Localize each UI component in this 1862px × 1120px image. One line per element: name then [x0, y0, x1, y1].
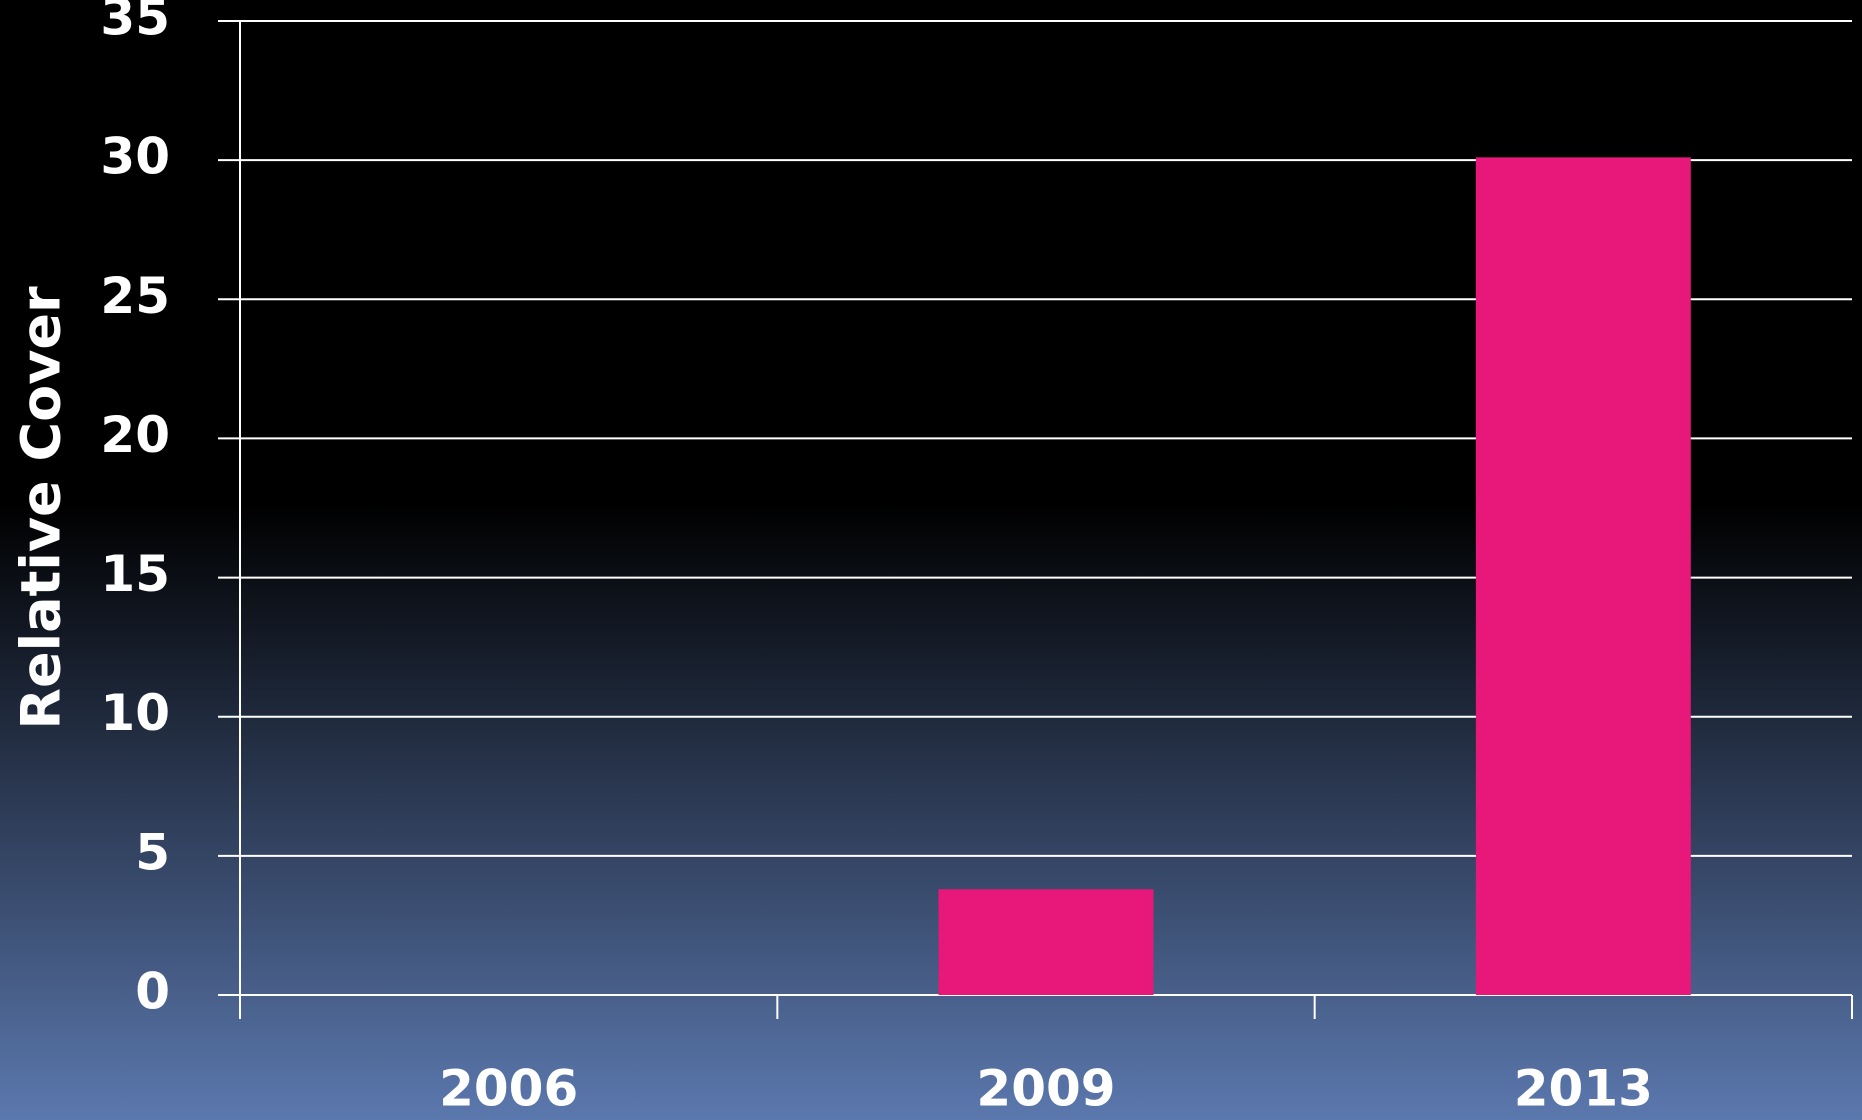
- y-tick-label: 35: [100, 0, 170, 47]
- y-axis-title: Relative Cover: [10, 286, 73, 730]
- y-tick-label: 15: [100, 545, 170, 603]
- x-tick-label: 2006: [439, 1060, 578, 1118]
- y-tick-label: 20: [100, 406, 170, 464]
- x-tick-label: 2009: [976, 1060, 1115, 1118]
- y-tick-label: 10: [100, 684, 170, 742]
- bar: [938, 889, 1154, 995]
- x-tick-label: 2013: [1514, 1060, 1653, 1118]
- y-tick-label: 25: [100, 267, 170, 325]
- y-tick-label: 0: [135, 963, 170, 1021]
- bar: [1475, 157, 1691, 996]
- y-tick-label: 30: [100, 128, 170, 186]
- y-tick-label: 5: [135, 823, 170, 881]
